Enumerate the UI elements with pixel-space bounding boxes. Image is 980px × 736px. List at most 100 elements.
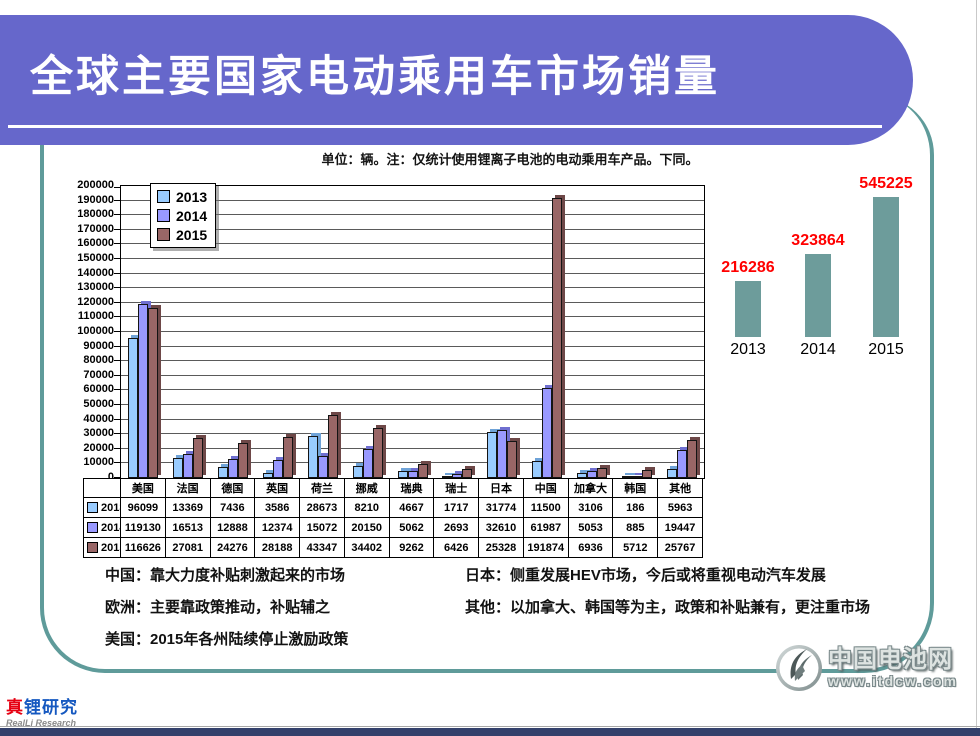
main-bar-chart xyxy=(114,185,705,479)
chart-data-table: 美国法国德国英国荷兰挪威瑞典瑞士日本中国加拿大韩国其他2013960991336… xyxy=(83,478,703,558)
bar-2014-加拿大 xyxy=(586,470,597,478)
table-cell: 5712 xyxy=(612,537,659,558)
table-header-cell: 法国 xyxy=(164,478,211,498)
table-cell: 96099 xyxy=(120,497,166,518)
table-row: 2014119130165131288812374150722015050622… xyxy=(83,517,703,538)
realli-logo-char: 研 xyxy=(42,698,60,717)
table-cell: 1717 xyxy=(433,497,480,518)
table-cell: 6426 xyxy=(433,537,480,558)
realli-logo-char: 锂 xyxy=(24,698,42,717)
bar-2015-挪威 xyxy=(372,427,383,478)
totals-bar-chart: 216286 2013 323864 2014 545225 2015 xyxy=(705,165,977,375)
totals-value-label: 545225 xyxy=(859,175,913,192)
gridline xyxy=(121,331,704,332)
legend-label: 2014 xyxy=(176,207,208,224)
y-axis-tick xyxy=(114,433,120,435)
bar-2014-其他 xyxy=(676,449,687,478)
y-axis-tick xyxy=(114,316,120,318)
slide-title: 全球主要国家电动乘用车市场销量 xyxy=(30,54,720,101)
bar-2013-荷兰 xyxy=(307,436,318,478)
table-cell: 12374 xyxy=(254,517,301,538)
table-cell: 12888 xyxy=(209,517,256,538)
battery-network-swoosh-icon xyxy=(776,645,822,691)
bar-2015-加拿大 xyxy=(596,467,607,478)
table-cell: 3586 xyxy=(254,497,301,518)
table-header-row: 美国 法国 德国 英国 荷兰 挪威 瑞典 瑞士 日本 中国 加拿大 韩国 其他 xyxy=(83,478,703,498)
decorative-frame xyxy=(40,95,934,673)
table-rowkey-cell: 2013 xyxy=(83,497,121,518)
bar-2013-瑞典 xyxy=(397,471,408,478)
totals-bar-2013 xyxy=(735,281,761,337)
table-cell: 61987 xyxy=(522,517,569,538)
table-header-cell: 瑞典 xyxy=(388,478,435,498)
table-header-cell: 瑞士 xyxy=(433,478,480,498)
chart-note: 单位：辆。注：仅统计使用锂离子电池的电动乘用车产品。下同。 xyxy=(321,152,699,167)
table-cell: 34402 xyxy=(343,537,390,558)
bar-2015-韩国 xyxy=(641,469,652,478)
y-axis-tick xyxy=(114,228,120,230)
table-cell: 5963 xyxy=(657,497,703,518)
totals-year-label: 2015 xyxy=(868,341,904,358)
legend-swatch xyxy=(157,228,170,241)
table-cell: 20150 xyxy=(343,517,390,538)
table-header-cell: 德国 xyxy=(209,478,256,498)
table-cell: 2693 xyxy=(433,517,480,538)
y-axis-tick xyxy=(114,331,120,332)
realli-logo-char: 究 xyxy=(60,698,78,717)
china-battery-net-logo: 中国电池网 www.itdcw.com xyxy=(774,643,958,693)
page-right-edge xyxy=(976,0,977,736)
data-table: 美国法国德国英国荷兰挪威瑞典瑞士日本中国加拿大韩国其他2013960991336… xyxy=(83,478,703,558)
table-cell: 191874 xyxy=(522,537,569,558)
totals-bar-2015 xyxy=(873,197,899,337)
table-cell: 28188 xyxy=(254,537,301,558)
gridline xyxy=(121,258,704,259)
bar-2013-瑞士 xyxy=(442,475,453,478)
y-axis-tick xyxy=(114,404,120,405)
gridline xyxy=(121,228,704,230)
y-axis-tick xyxy=(114,301,120,303)
y-axis-tick xyxy=(114,243,120,245)
gridline xyxy=(121,418,704,420)
totals-value-label: 323864 xyxy=(791,231,845,249)
bar-2013-挪威 xyxy=(352,466,363,478)
table-cell: 186 xyxy=(612,497,659,518)
table-cell: 3106 xyxy=(567,497,614,518)
gridline xyxy=(121,433,704,435)
y-axis-tick xyxy=(114,258,120,259)
legend-label: 2015 xyxy=(176,226,208,243)
bar-2013-其他 xyxy=(666,469,677,478)
table-header-cell: 荷兰 xyxy=(299,478,345,498)
table-rowkey: 2014 xyxy=(85,522,120,534)
battery-logo-title: 中国电池网 xyxy=(828,646,953,673)
footer-bar xyxy=(0,728,980,736)
y-axis-tick xyxy=(114,462,120,464)
bar-2013-日本 xyxy=(487,431,498,478)
bar-2013-中国 xyxy=(532,461,543,478)
bar-2014-中国 xyxy=(542,387,553,478)
table-header-cell: 加拿大 xyxy=(567,478,614,498)
bar-2013-德国 xyxy=(218,467,229,478)
table-cell: 25328 xyxy=(478,537,524,558)
gridline xyxy=(121,243,704,245)
gridline xyxy=(121,301,704,303)
table-header-cell: 中国 xyxy=(522,478,569,498)
gridline xyxy=(121,447,704,449)
table-cell: 19447 xyxy=(657,517,703,538)
bar-2014-法国 xyxy=(183,453,194,478)
table-header-cell: 日本 xyxy=(478,478,524,498)
legend-key-swatch xyxy=(87,502,98,513)
bar-2013-韩国 xyxy=(621,476,632,478)
header-banner: 全球主要国家电动乘用车市场销量 xyxy=(0,15,913,145)
gridline xyxy=(121,389,704,391)
banner-underline xyxy=(8,125,882,128)
table-cell: 28673 xyxy=(299,497,345,518)
table-rowkey-cell: 2015 xyxy=(83,537,121,558)
gridline xyxy=(121,462,704,464)
legend-item: 2013 xyxy=(157,187,207,206)
y-axis-tick xyxy=(114,187,120,188)
table-header-cell: 其他 xyxy=(657,478,703,498)
bar-2015-其他 xyxy=(686,440,697,478)
bar-2014-德国 xyxy=(228,459,239,478)
y-axis-tick xyxy=(114,374,120,376)
bar-2014-挪威 xyxy=(362,448,373,478)
